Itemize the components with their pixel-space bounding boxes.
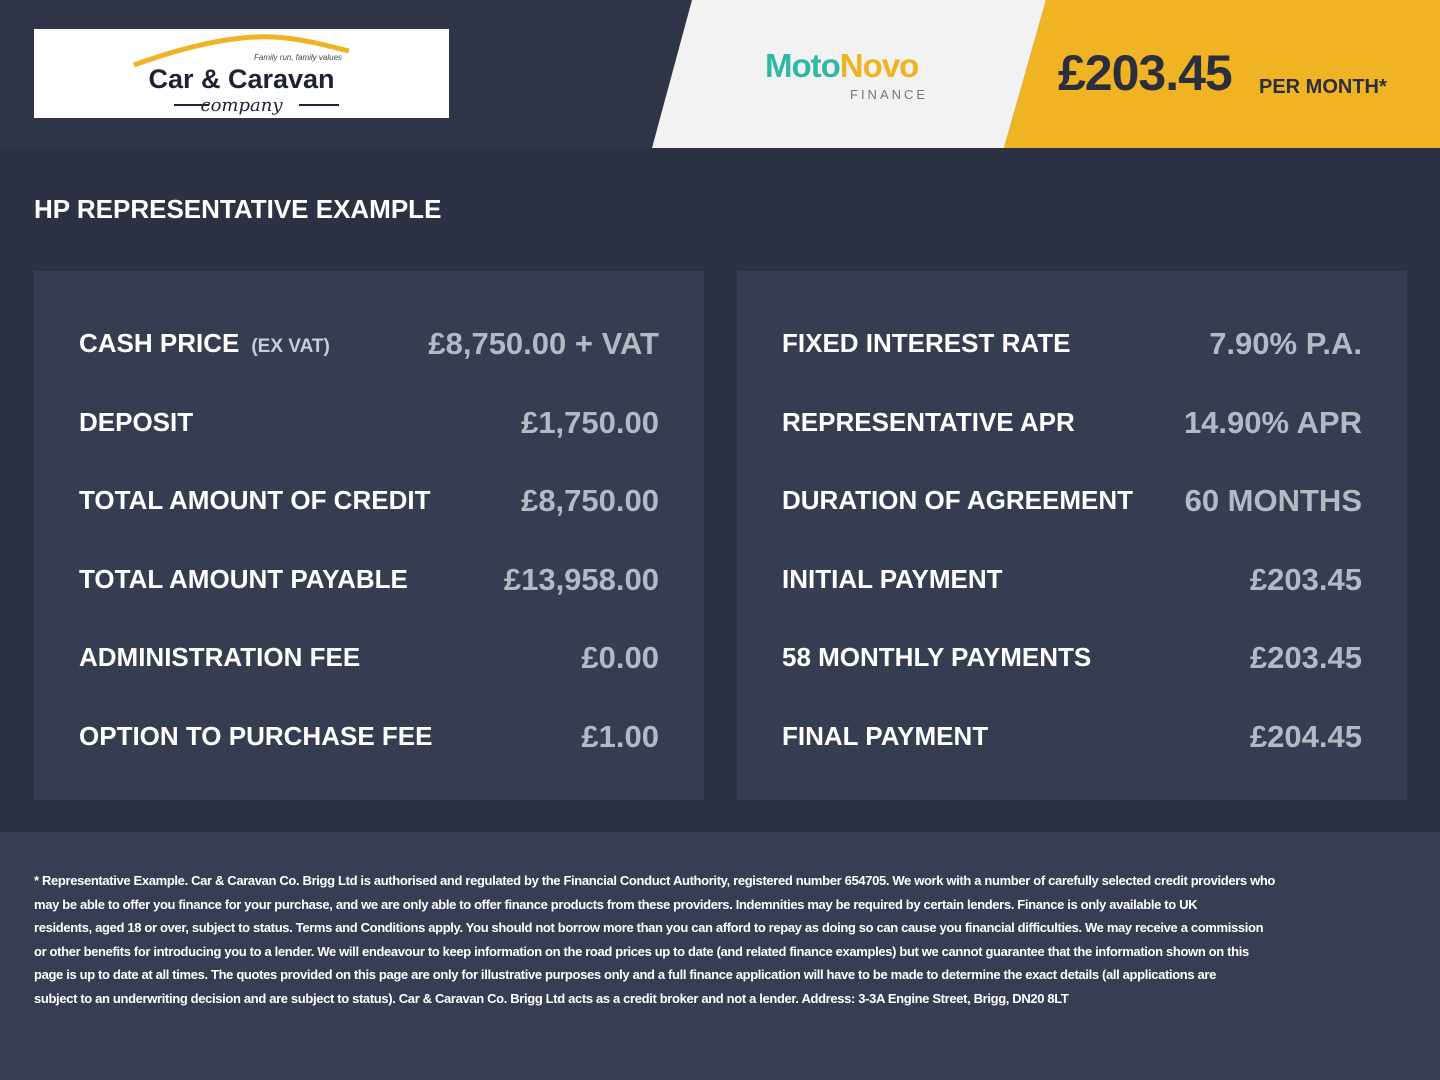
row-value: £203.45 <box>1249 640 1362 676</box>
motonovo-part1: Moto <box>765 47 841 84</box>
row-value: £8,750.00 <box>521 483 659 519</box>
row-label-text: TOTAL AMOUNT PAYABLE <box>79 563 408 594</box>
row-value: £8,750.00 + VAT <box>428 326 659 361</box>
row-value: £0.00 <box>581 640 659 676</box>
header: Family run, family values Car & Caravan … <box>0 0 1440 148</box>
row-value: 7.90% P.A. <box>1209 326 1362 361</box>
row-value: £13,958.00 <box>503 561 659 597</box>
disclaimer-line: * Representative Example. Car & Caravan … <box>34 873 1276 888</box>
motonovo-part2: Novo <box>839 47 919 84</box>
logo-sub: company <box>200 95 283 116</box>
finance-row: DURATION OF AGREEMENT 60 MONTHS <box>782 483 1362 525</box>
disclaimer-line: subject to an underwriting decision and … <box>34 990 1069 1006</box>
row-label: 58 MONTHLY PAYMENTS <box>782 642 1091 673</box>
row-label: ADMINISTRATION FEE <box>79 642 360 673</box>
finance-row: DEPOSIT £1,750.00 <box>79 404 659 447</box>
logo-name: Car & Caravan <box>148 64 335 94</box>
car-caravan-logo: Family run, family values Car & Caravan … <box>34 29 449 118</box>
finance-row: INITIAL PAYMENT £203.45 <box>782 561 1362 604</box>
row-value: 60 MONTHS <box>1184 483 1362 519</box>
row-label: DEPOSIT <box>79 407 193 438</box>
row-label: TOTAL AMOUNT OF CREDIT <box>79 485 430 516</box>
finance-row: TOTAL AMOUNT PAYABLE £13,958.00 <box>79 561 659 604</box>
row-label-text: ADMINISTRATION FEE <box>79 642 361 673</box>
disclaimer-line: may be able to offer you finance for you… <box>34 896 1198 912</box>
finance-row: 58 MONTHLY PAYMENTS £203.45 <box>782 640 1362 682</box>
row-label-text: FINAL PAYMENT <box>782 721 989 751</box>
row-label-text: TOTAL AMOUNT OF CREDIT <box>79 485 431 516</box>
left-panel: CASH PRICE (EX VAT) £8,750.00 + VAT DEPOSIT… <box>34 271 704 800</box>
finance-row: FINAL PAYMENT £204.45 <box>782 719 1362 761</box>
row-label: CASH PRICE (EX VAT) <box>79 328 330 359</box>
disclaimer-line: or other benefits for introducing you to… <box>34 943 1249 959</box>
row-label: FINAL PAYMENT <box>782 721 988 752</box>
finance-row: OPTION TO PURCHASE FEE £1.00 <box>79 719 659 761</box>
row-value: £1,750.00 <box>521 404 659 440</box>
row-label-text: REPRESENTATIVE APR <box>782 406 1075 437</box>
motonovo-logo: MotoNovo <box>765 47 919 84</box>
finance-row: CASH PRICE (EX VAT) £8,750.00 + VAT <box>79 326 659 368</box>
row-label: TOTAL AMOUNT PAYABLE <box>79 564 408 595</box>
row-value: £204.45 <box>1249 719 1362 754</box>
row-label-text: DURATION OF AGREEMENT <box>782 485 1133 516</box>
finance-row: FIXED INTEREST RATE 7.90% P.A. <box>782 326 1362 368</box>
monthly-price: £203.45 <box>1058 45 1233 101</box>
row-label-text: OPTION TO PURCHASE FEE <box>79 721 433 751</box>
row-note: (EX VAT) <box>251 336 330 357</box>
motonovo-finance-label: FINANCE <box>850 87 929 102</box>
lender-band <box>652 0 1046 148</box>
disclaimer-line: residents, aged 18 or over, subject to s… <box>34 920 1264 936</box>
row-value: £203.45 <box>1249 561 1362 597</box>
price-band <box>1004 0 1440 148</box>
footer: * Representative Example. Car & Caravan … <box>0 832 1440 1080</box>
row-label: INITIAL PAYMENT <box>782 564 1003 595</box>
finance-row: TOTAL AMOUNT OF CREDIT £8,750.00 <box>79 483 659 525</box>
disclaimer: * Representative Example. Car & Caravan … <box>34 869 1275 1011</box>
car-silhouette-icon <box>133 34 350 106</box>
row-label-text: 58 MONTHLY PAYMENTS <box>782 642 1092 673</box>
row-label: DURATION OF AGREEMENT <box>782 485 1133 516</box>
per-month-label: PER MONTH* <box>1259 76 1387 98</box>
row-label-text: INITIAL PAYMENT <box>782 563 1003 594</box>
row-value: £1.00 <box>581 719 659 754</box>
logo-tagline: Family run, family values <box>254 53 343 62</box>
row-label: FIXED INTEREST RATE <box>782 328 1070 359</box>
row-label: OPTION TO PURCHASE FEE <box>79 721 432 752</box>
row-label-text: DEPOSIT <box>79 406 194 437</box>
right-panel: FIXED INTEREST RATE 7.90% P.A. REPRESENTAT… <box>737 271 1407 800</box>
finance-row: REPRESENTATIVE APR 14.90% APR <box>782 404 1362 447</box>
disclaimer-line: page is up to date at all times. The quo… <box>34 967 1217 983</box>
row-label-text: CASH PRICE <box>79 328 240 358</box>
row-label-text: FIXED INTEREST RATE <box>782 328 1071 358</box>
row-value: 14.90% APR <box>1183 404 1362 440</box>
section-title: HP REPRESENTATIVE EXAMPLE <box>34 194 442 224</box>
finance-row: ADMINISTRATION FEE £0.00 <box>79 640 659 682</box>
row-label: REPRESENTATIVE APR <box>782 407 1075 438</box>
